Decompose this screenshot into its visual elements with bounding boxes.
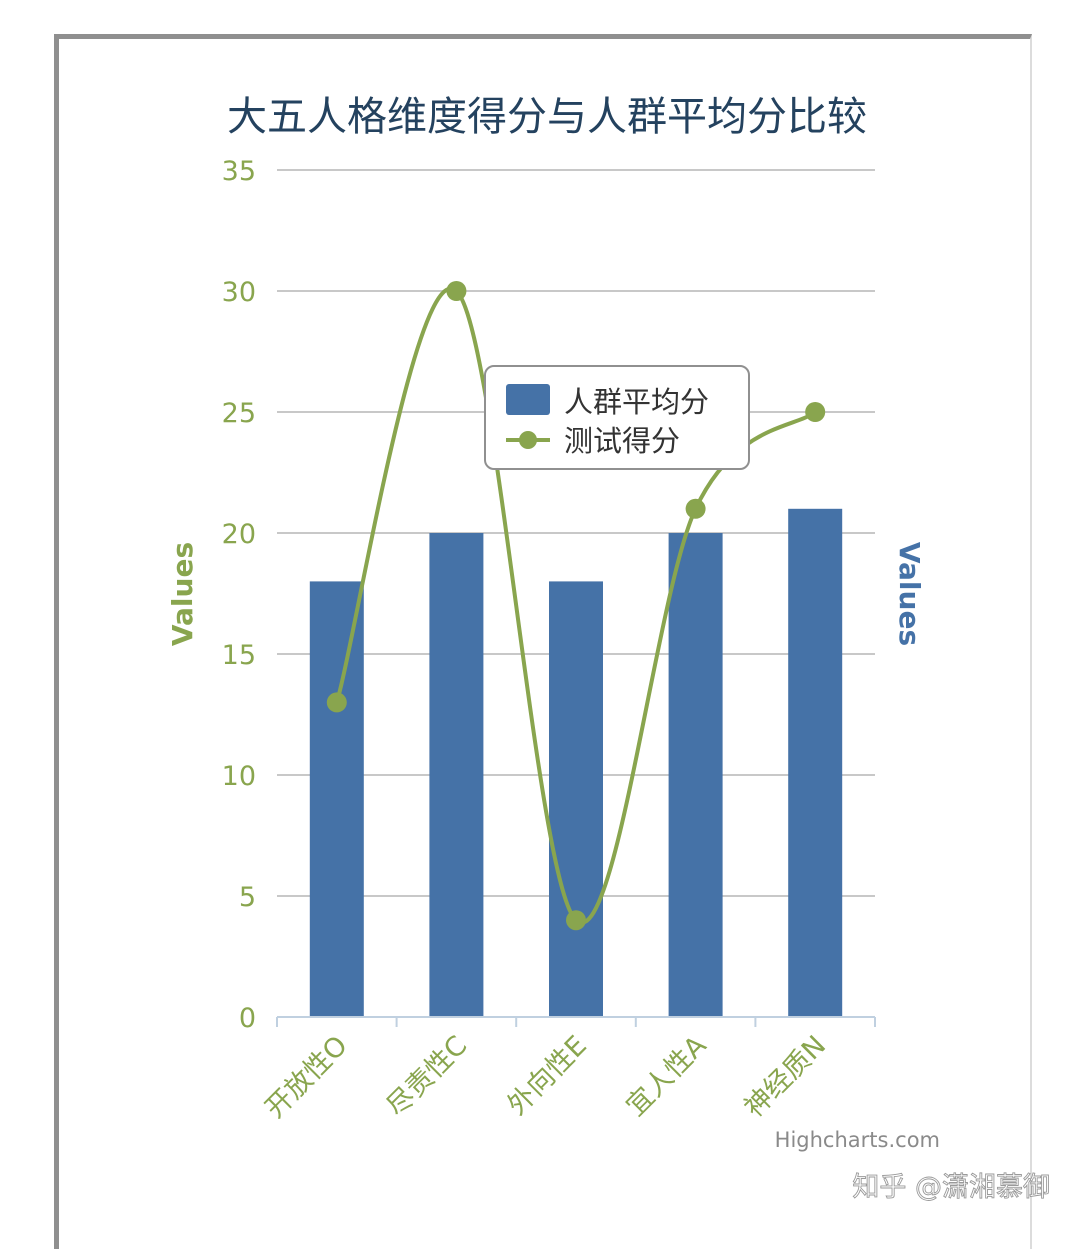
score-point[interactable]	[446, 281, 467, 301]
y-tick-label: 35	[222, 156, 256, 187]
x-tick-label: 开放性O	[260, 1030, 354, 1124]
bar[interactable]	[549, 581, 603, 1017]
x-axis-ticks: 开放性O 尽责性C 外向性E 宜人性A 神经质N	[260, 1017, 876, 1124]
score-point[interactable]	[805, 402, 826, 422]
y-tick-label: 30	[222, 277, 256, 308]
score-points	[326, 281, 826, 931]
legend-box	[484, 365, 750, 470]
x-tick-label: 外向性E	[502, 1030, 593, 1121]
bar[interactable]	[668, 533, 723, 1017]
legend-label-average[interactable]: 人群平均分	[564, 385, 709, 419]
x-tick-label: 尽责性C	[381, 1030, 474, 1123]
legend-label-score[interactable]: 测试得分	[564, 424, 680, 458]
y-axis-title-left: Values	[166, 542, 199, 646]
legend-bar-swatch	[506, 384, 550, 415]
bar-series	[309, 508, 843, 1017]
x-tick-label: 神经质N	[739, 1030, 832, 1123]
bar[interactable]	[788, 508, 843, 1017]
y-tick-label: 25	[222, 398, 256, 429]
score-point[interactable]	[326, 692, 347, 713]
credits-link[interactable]: Highcharts.com	[775, 1128, 940, 1152]
chart-title: 大五人格维度得分与人群平均分比较	[227, 94, 867, 140]
y-tick-label: 15	[222, 640, 256, 671]
y-tick-label: 0	[239, 1003, 256, 1034]
y-tick-label: 20	[222, 519, 256, 550]
watermark: 知乎 @潇湘慕御	[852, 1172, 1050, 1203]
y-tick-label: 10	[222, 761, 256, 792]
bar[interactable]	[429, 533, 484, 1017]
score-point[interactable]	[566, 910, 586, 931]
legend[interactable]: 人群平均分 测试得分	[484, 365, 750, 470]
chart-frame	[54, 34, 1032, 1249]
score-point[interactable]	[685, 498, 706, 519]
legend-dot-swatch	[519, 431, 537, 449]
y-tick-label: 5	[239, 882, 256, 913]
y-axis-ticks: 0 5 10 15 20 25 30 35	[222, 156, 256, 1034]
bar[interactable]	[309, 581, 364, 1017]
y-axis-title-right: Values	[893, 542, 926, 646]
x-tick-label: 宜人性A	[620, 1030, 713, 1123]
